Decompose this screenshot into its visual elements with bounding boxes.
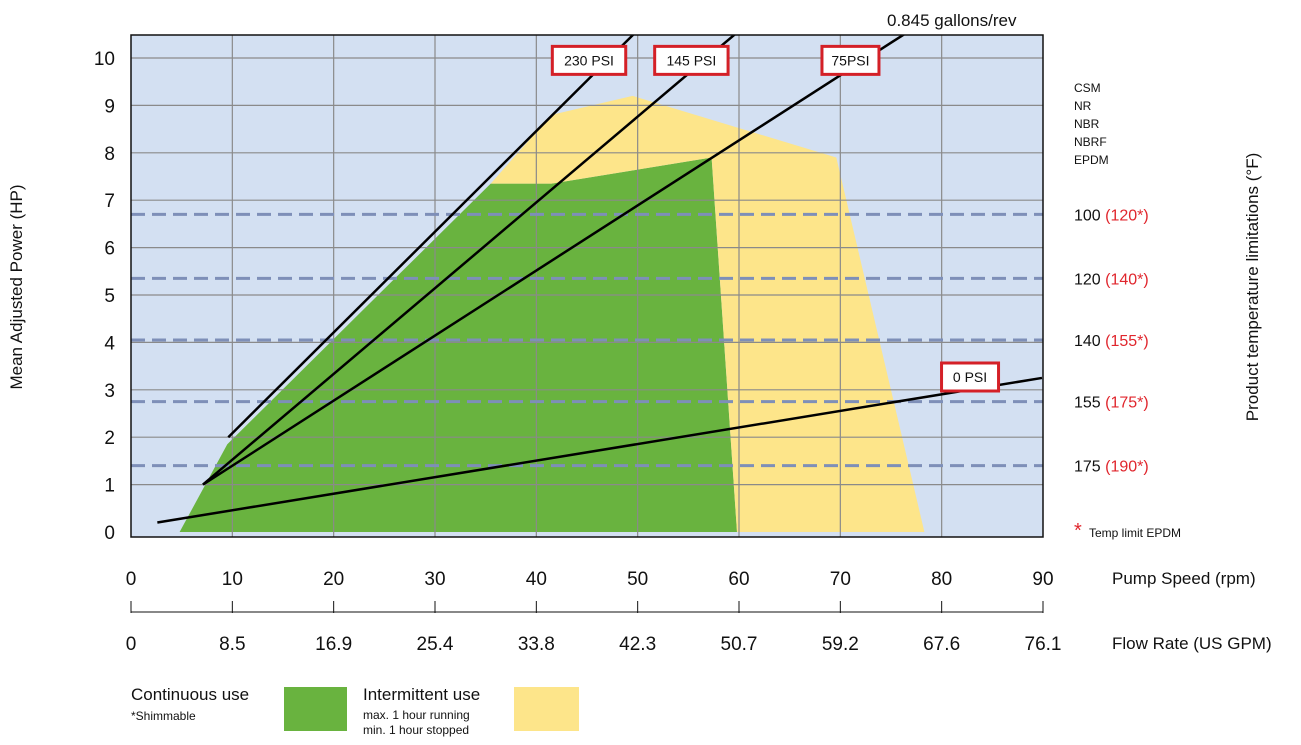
x-tick-label-80: 80 bbox=[931, 569, 952, 590]
material-csm: CSM bbox=[1074, 81, 1101, 95]
flow-tick-labels: 0 8.5 16.9 25.4 33.8 42.3 50.7 59.2 67.6 76.1 bbox=[126, 634, 1062, 655]
material-epdm: EPDM bbox=[1074, 153, 1109, 167]
x-tick-labels: 0 10 20 30 40 50 60 70 80 90 bbox=[126, 569, 1054, 590]
temp-value-155: 155 bbox=[1074, 395, 1101, 412]
y-tick-label-8: 8 bbox=[104, 144, 115, 165]
pressure-lines bbox=[157, 35, 1043, 524]
x-tick-label-30: 30 bbox=[424, 569, 445, 590]
y-axis-title: Mean Adjusted Power (HP) bbox=[7, 184, 26, 389]
label-box-145-psi bbox=[653, 44, 730, 76]
temp-label-120: 120 (140*) bbox=[1074, 271, 1149, 288]
temp-label-175: 175 (190*) bbox=[1074, 459, 1149, 476]
legend-intermittent-swatch bbox=[514, 687, 579, 731]
flow-tick-label-5: 42.3 bbox=[619, 634, 656, 655]
x-tick-label-10: 10 bbox=[222, 569, 243, 590]
flow-tick-label-2: 16.9 bbox=[315, 634, 352, 655]
x-tick-label-70: 70 bbox=[830, 569, 851, 590]
temp-epdm-value-175: (190*) bbox=[1105, 459, 1149, 476]
y-tick-labels: 0 1 2 3 4 5 6 7 8 9 10 bbox=[94, 49, 116, 544]
y-tick-label-5: 5 bbox=[104, 286, 115, 307]
y2-axis-title: Product temperature limitations (°F) bbox=[1243, 153, 1262, 422]
temp-epdm-value-140: (155*) bbox=[1105, 333, 1149, 350]
y-tick-label-6: 6 bbox=[104, 239, 115, 260]
y-tick-label-7: 7 bbox=[104, 191, 115, 212]
pressure-line-75psi bbox=[202, 35, 905, 486]
temp-value-100: 100 bbox=[1074, 207, 1101, 224]
temperature-labels: 100 (120*) 120 (140*) 140 (155*) 155 (175*)… bbox=[1074, 207, 1149, 475]
materials-list: CSM NR NBR NBRF EPDM bbox=[1074, 81, 1109, 167]
flow-tick-label-3: 25.4 bbox=[417, 634, 454, 655]
legend-continuous-note: *Shimmable bbox=[131, 709, 196, 723]
x-tick-label-0: 0 bbox=[126, 569, 137, 590]
label-box-75psi bbox=[820, 44, 881, 76]
label-230-psi: 230 PSI bbox=[564, 52, 614, 68]
use-regions bbox=[179, 95, 925, 533]
label-0-psi: 0 PSI bbox=[953, 369, 987, 385]
temp-label-140: 140 (155*) bbox=[1074, 333, 1149, 350]
label-75psi: 75PSI bbox=[831, 52, 869, 68]
pressure-line-230-psi bbox=[227, 35, 635, 439]
pressure-labels: 230 PSI 145 PSI 75PSI 0 PSI bbox=[550, 44, 1001, 393]
legend-continuous-swatch bbox=[284, 687, 347, 731]
x-tick-label-20: 20 bbox=[323, 569, 344, 590]
temp-epdm-value-100: (120*) bbox=[1105, 207, 1149, 224]
x-axis-title: Pump Speed (rpm) bbox=[1112, 569, 1256, 588]
temp-value-120: 120 bbox=[1074, 271, 1101, 288]
x-tick-label-40: 40 bbox=[526, 569, 547, 590]
material-nbrf: NBRF bbox=[1074, 135, 1107, 149]
legend: Continuous use *Shimmable Intermittent u… bbox=[131, 685, 579, 737]
y-tick-label-4: 4 bbox=[104, 333, 115, 354]
displacement-label: 0.845 gallons/rev bbox=[887, 11, 1017, 30]
temp-label-155: 155 (175*) bbox=[1074, 395, 1149, 412]
epdm-footnote-star: * bbox=[1074, 520, 1082, 542]
label-box-0-psi bbox=[940, 361, 1001, 393]
plot-frame bbox=[130, 34, 1044, 538]
flow-tick-label-7: 59.2 bbox=[822, 634, 859, 655]
material-nr: NR bbox=[1074, 99, 1092, 113]
legend-intermittent-note-running: max. 1 hour running bbox=[363, 708, 470, 722]
temp-value-175: 175 bbox=[1074, 459, 1101, 476]
flow-tick-label-4: 33.8 bbox=[518, 634, 555, 655]
grid-lines bbox=[131, 35, 1043, 537]
y-tick-label-2: 2 bbox=[104, 428, 115, 449]
material-nbr: NBR bbox=[1074, 117, 1100, 131]
intermittent-use-region bbox=[490, 95, 925, 533]
flow-tick-label-6: 50.7 bbox=[721, 634, 758, 655]
pressure-line-145-psi bbox=[202, 35, 736, 486]
temp-label-100: 100 (120*) bbox=[1074, 207, 1149, 224]
y-tick-label-0: 0 bbox=[104, 523, 115, 544]
flow-axis-ticks bbox=[130, 601, 1044, 613]
y-tick-label-3: 3 bbox=[104, 381, 115, 402]
pressure-line-0-psi bbox=[157, 376, 1043, 524]
flow-tick-label-0: 0 bbox=[126, 634, 137, 655]
x-tick-label-50: 50 bbox=[627, 569, 648, 590]
flow-rate-axis bbox=[130, 601, 1044, 613]
label-145-psi: 145 PSI bbox=[666, 52, 716, 68]
y-tick-label-10: 10 bbox=[94, 49, 115, 70]
label-box-230-psi bbox=[550, 44, 628, 76]
legend-intermittent-note-stopped: min. 1 hour stopped bbox=[363, 723, 469, 737]
y-tick-label-9: 9 bbox=[104, 96, 115, 117]
y-tick-label-1: 1 bbox=[104, 476, 115, 497]
temp-epdm-value-120: (140*) bbox=[1105, 271, 1149, 288]
x-tick-label-90: 90 bbox=[1032, 569, 1053, 590]
flow-tick-label-1: 8.5 bbox=[219, 634, 245, 655]
temp-epdm-value-155: (175*) bbox=[1105, 395, 1149, 412]
x-tick-label-60: 60 bbox=[728, 569, 749, 590]
flow-axis-title: Flow Rate (US GPM) bbox=[1112, 634, 1272, 653]
epdm-footnote: Temp limit EPDM bbox=[1089, 526, 1181, 540]
temp-value-140: 140 bbox=[1074, 333, 1101, 350]
legend-continuous-label: Continuous use bbox=[131, 685, 249, 704]
flow-tick-label-8: 67.6 bbox=[923, 634, 960, 655]
legend-intermittent-label: Intermittent use bbox=[363, 685, 480, 704]
flow-tick-label-9: 76.1 bbox=[1025, 634, 1062, 655]
continuous-use-region bbox=[179, 157, 738, 532]
